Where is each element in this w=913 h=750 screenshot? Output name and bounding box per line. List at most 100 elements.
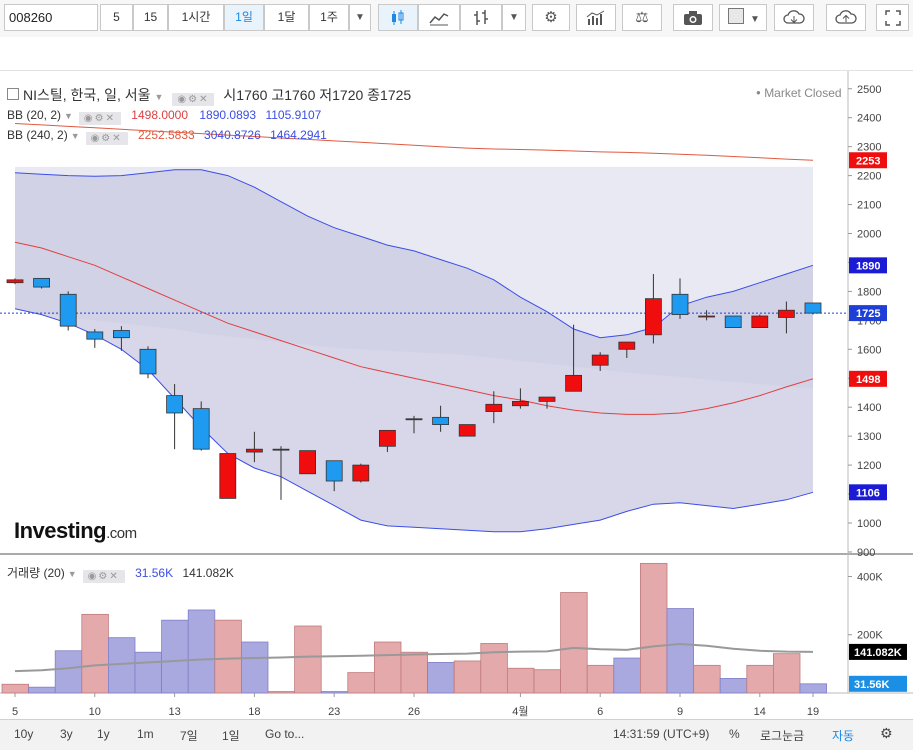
compare-scale-icon[interactable]: ⚖: [622, 4, 662, 31]
price-tick-label: 2200: [857, 171, 881, 183]
volume-bar: [214, 619, 242, 694]
bb20-upper-badge: 1890: [849, 257, 887, 274]
candle-body: [166, 395, 184, 414]
percent-scale-button[interactable]: %: [729, 727, 740, 741]
indicators-icon[interactable]: [576, 4, 616, 31]
candle: [778, 301, 795, 334]
candle-body: [724, 315, 742, 328]
volume-bar: [1, 683, 30, 694]
candle: [512, 388, 529, 409]
bar-chart-icon[interactable]: [460, 4, 502, 31]
interval-1h-button[interactable]: 1시간: [168, 4, 224, 31]
volume-bar: [586, 664, 615, 694]
bb20-middle-badge-bg: [849, 370, 887, 387]
candle: [538, 396, 556, 409]
bb20-dropdown-icon[interactable]: ▼: [64, 111, 73, 121]
candle: [618, 341, 636, 358]
volume-toggle-icons[interactable]: ◉⚙✕: [82, 570, 125, 583]
volume-ma-line: [14, 643, 814, 673]
log-scale-button[interactable]: 로그눈금: [760, 729, 805, 743]
range-10y-button[interactable]: 10y: [14, 727, 34, 741]
range-1m-button[interactable]: 1m: [137, 727, 154, 741]
candle-body: [591, 354, 609, 366]
volume-bar: [799, 683, 828, 694]
interval-dropdown-icon[interactable]: ▼: [349, 4, 371, 31]
bb20-toggle-icons[interactable]: ◉⚙✕: [78, 112, 121, 125]
interval-1week-button[interactable]: 1주: [309, 4, 349, 31]
settings-gear-icon[interactable]: ⚙: [532, 4, 570, 31]
price-tick-label: 1200: [857, 460, 881, 472]
investing-logo: Investing.com: [14, 518, 137, 543]
price-axis: 9001000110012001300140015001600170018001…: [848, 84, 907, 692]
color-picker-icon[interactable]: ▼: [719, 4, 767, 31]
candle-body: [352, 464, 370, 482]
legend-dropdown-icon[interactable]: ▼: [154, 92, 164, 102]
symbol-input[interactable]: 008260: [4, 4, 98, 31]
volume-bar: [506, 667, 535, 694]
interval-5-button[interactable]: 5: [100, 4, 133, 31]
candle-body: [219, 453, 237, 499]
candle: [352, 463, 370, 483]
fullscreen-icon[interactable]: [876, 4, 909, 31]
price-tick-label: 1400: [857, 402, 881, 414]
chart-type-dropdown-icon[interactable]: ▼: [502, 4, 526, 31]
volume-bar: [613, 657, 641, 694]
bb20-lower-badge: 1106: [849, 484, 887, 501]
auto-scale-button[interactable]: 자동: [832, 729, 855, 743]
candle-body: [378, 429, 396, 447]
bb20-label: BB (20, 2): [7, 108, 62, 122]
chart-canvas[interactable]: 9001000110012001300140015001600170018001…: [0, 71, 913, 719]
candle: [378, 429, 396, 453]
ohlc-values: 시1760 고1760 저1720 종1725: [223, 87, 412, 103]
volume-bar: [54, 650, 83, 694]
range-1y-button[interactable]: 1y: [97, 727, 110, 741]
volume-bar: [666, 608, 695, 694]
time-tick-label: 9: [677, 706, 683, 718]
volume-label: 거래량 (20): [7, 566, 65, 580]
bb240-label: BB (240, 2): [7, 128, 68, 142]
candle: [671, 278, 689, 319]
price-tick-label: 1000: [857, 518, 881, 530]
time-tick-label: 23: [328, 706, 340, 718]
volume-dropdown-icon[interactable]: ▼: [67, 569, 77, 579]
volume-ma-badge-text: 141.082K: [854, 647, 902, 659]
range-1d-button[interactable]: 1일: [222, 729, 240, 743]
candle: [645, 274, 662, 344]
interval-1d-button[interactable]: 1일: [224, 4, 264, 31]
volume-bar: [746, 664, 774, 694]
camera-icon[interactable]: [673, 4, 713, 31]
bb240-toggle-icons[interactable]: ◉⚙✕: [85, 132, 128, 145]
bb20-middle-line: [14, 241, 814, 415]
candle: [86, 329, 104, 348]
interval-1month-button[interactable]: 1달: [264, 4, 309, 31]
bb240-middle-line: [14, 123, 814, 161]
range-7d-button[interactable]: 7일: [180, 729, 198, 743]
chart-properties-gear-icon[interactable]: ⚙: [880, 725, 893, 741]
cloud-upload-icon[interactable]: [826, 4, 866, 31]
candle-chart-icon[interactable]: [378, 4, 418, 31]
volume-bar: [28, 686, 56, 694]
candle-body: [299, 450, 317, 475]
collapse-icon[interactable]: [7, 88, 19, 100]
candle-body: [538, 396, 556, 402]
bb240-dropdown-icon[interactable]: ▼: [70, 131, 80, 141]
volume-bar: [373, 641, 402, 694]
candle: [724, 315, 742, 328]
candle-body: [6, 279, 24, 284]
goto-date-button[interactable]: Go to...: [265, 727, 305, 741]
legend-toggle-icons[interactable]: ◉⚙✕: [172, 93, 215, 106]
volume-bar: [773, 653, 801, 694]
candle: [299, 450, 317, 475]
interval-15-button[interactable]: 15: [133, 4, 168, 31]
candle-body: [751, 315, 769, 328]
area-chart-icon[interactable]: [418, 4, 460, 31]
time-tick-label: 26: [408, 706, 420, 718]
range-3y-button[interactable]: 3y: [60, 727, 73, 741]
candle-body: [113, 330, 130, 339]
bb20-lower-badge-text: 1106: [856, 487, 880, 499]
candle-body: [272, 448, 290, 451]
bb240-upper-value: 3040.8726: [204, 128, 261, 142]
last-price-badge-bg: [849, 305, 887, 322]
cloud-download-icon[interactable]: [774, 4, 814, 31]
bb20-legend: BB (20, 2) ▼ ◉⚙✕ 1498.0000 1890.0893 1105.…: [7, 108, 321, 125]
